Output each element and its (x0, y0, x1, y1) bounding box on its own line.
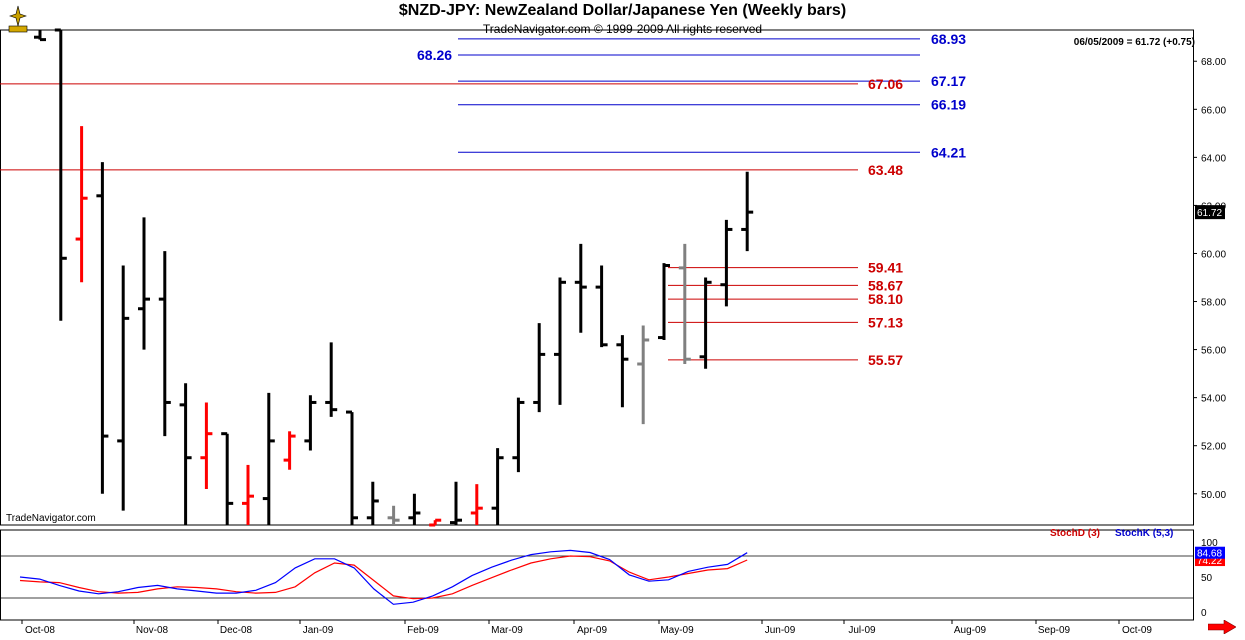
price-y-tick-label: 50.00 (1201, 490, 1226, 501)
stoch-last-value-label: 84.68 (1197, 549, 1222, 560)
stochk-line (19, 549, 748, 605)
price-level-label: 68.93 (931, 31, 966, 47)
price-level-label: 67.17 (931, 73, 966, 89)
price-level-label: 55.57 (868, 352, 903, 368)
x-axis-label: Jan-09 (303, 625, 334, 636)
x-axis-label: Apr-09 (577, 625, 607, 636)
price-y-tick-label: 66.00 (1201, 105, 1226, 116)
stoch-last-value-label: 74.22 (1197, 556, 1222, 567)
x-axis-label: Feb-09 (407, 625, 439, 636)
x-axis-label: May-09 (660, 625, 694, 636)
price-level-label: 59.41 (868, 260, 903, 276)
price-level-label: 64.21 (931, 144, 966, 160)
last-price-box (1195, 205, 1225, 220)
legend-stochk: StochK (5,3) (1115, 528, 1174, 539)
price-level-label: 58.10 (868, 291, 903, 307)
x-axis-label: Dec-08 (220, 625, 253, 636)
stoch-y-tick-label: 0 (1201, 608, 1207, 619)
watermark-label: TradeNavigator.com (6, 513, 96, 524)
stoch-y-tick-label: 50 (1201, 573, 1213, 584)
stoch-panel-frame (0, 529, 1194, 621)
price-level-label: 67.06 (868, 76, 903, 92)
stochd-line (19, 555, 748, 600)
x-axis-label: Jul-09 (848, 625, 876, 636)
x-axis-label: Oct-09 (1122, 625, 1152, 636)
copyright-line: TradeNavigator.com © 1999-2009 All right… (482, 22, 763, 36)
stoch-last-value-box (1195, 546, 1225, 559)
price-panel-frame (0, 29, 1194, 526)
x-axis-label: Sep-09 (1038, 625, 1071, 636)
x-axis-label: Aug-09 (954, 625, 987, 636)
x-axis-label: Mar-09 (491, 625, 523, 636)
price-y-tick-label: 58.00 (1201, 298, 1226, 309)
price-level-label: 63.48 (868, 162, 903, 178)
last-quote: 06/05/2009 = 61.72 (+0.75) (1073, 37, 1195, 48)
price-y-tick-label: 54.00 (1201, 394, 1226, 405)
price-level-label: 68.26 (417, 47, 452, 63)
price-level-label: 58.67 (868, 277, 903, 293)
trade-navigator-logo (4, 4, 32, 34)
price-y-tick-label: 52.00 (1201, 442, 1226, 453)
price-y-tick-label: 68.00 (1201, 57, 1226, 68)
x-axis-label: Jun-09 (765, 625, 796, 636)
stoch-y-tick-label: 100 (1201, 538, 1218, 549)
x-axis-label: Oct-08 (25, 625, 55, 636)
price-level-label: 57.13 (868, 314, 903, 330)
x-axis-label: Nov-08 (136, 625, 169, 636)
chart-title: $NZD-JPY: NewZealand Dollar/Japanese Yen… (398, 2, 847, 19)
legend-stochd: StochD (3) (1050, 528, 1100, 539)
price-y-tick-label: 60.00 (1201, 249, 1226, 260)
price-y-tick-label: 64.00 (1201, 153, 1226, 164)
price-level-label: 66.19 (931, 97, 966, 113)
scroll-right-arrow-icon[interactable] (1207, 619, 1237, 639)
price-y-tick-label: 56.00 (1201, 346, 1226, 357)
last-price-label: 61.72 (1197, 208, 1222, 219)
